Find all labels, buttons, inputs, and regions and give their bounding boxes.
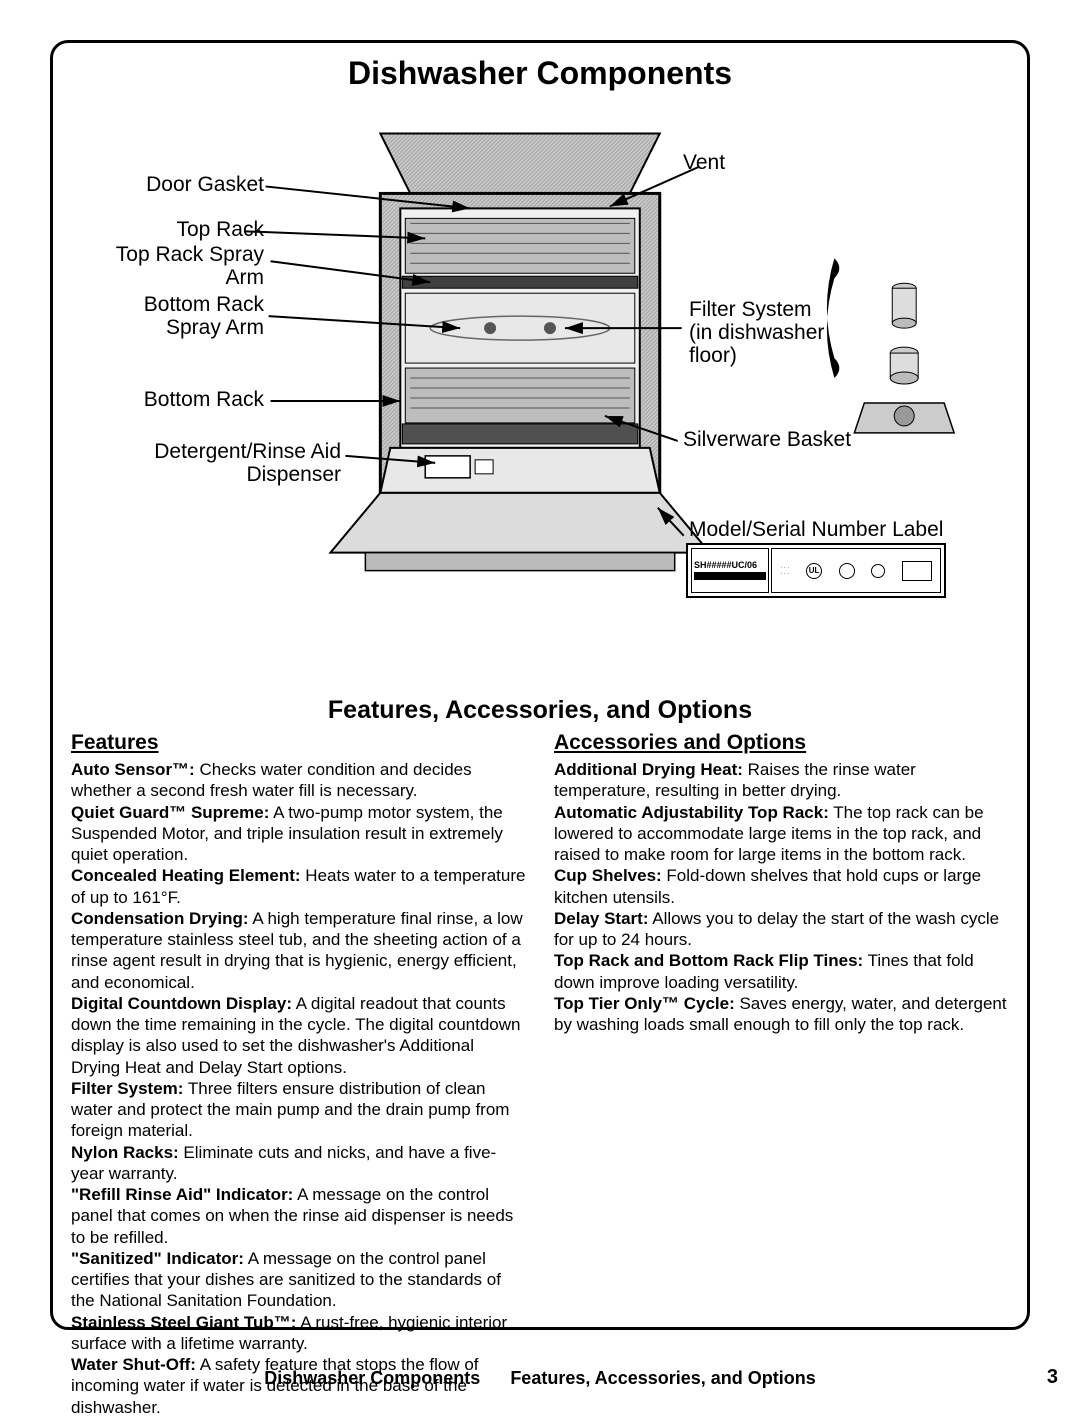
features-list: Auto Sensor™: Checks water condition and… <box>71 759 526 1418</box>
features-column: Features Auto Sensor™: Checks water cond… <box>71 731 526 1418</box>
label-filter-system: Filter System (in dishwasher floor) <box>689 298 824 367</box>
feature-item: Stainless Steel Giant Tub™: A rust-free,… <box>71 1312 526 1355</box>
label-bottom-rack: Bottom Rack <box>144 388 264 411</box>
feature-item: "Sanitized" Indicator: A message on the … <box>71 1248 526 1312</box>
feature-item: Delay Start: Allows you to delay the sta… <box>554 908 1009 951</box>
label-bottom-rack-spray-arm: Bottom Rack Spray Arm <box>144 293 264 339</box>
main-title: Dishwasher Components <box>71 55 1009 92</box>
feature-item: Digital Countdown Display: A digital rea… <box>71 993 526 1078</box>
accessories-column: Accessories and Options Additional Dryin… <box>554 731 1009 1418</box>
feature-item: Automatic Adjustability Top Rack: The to… <box>554 802 1009 866</box>
label-door-gasket: Door Gasket <box>146 173 264 196</box>
accessories-heading: Accessories and Options <box>554 731 1009 755</box>
content-columns: Features Auto Sensor™: Checks water cond… <box>71 731 1009 1418</box>
page-number: 3 <box>1047 1366 1058 1389</box>
label-model-serial: Model/Serial Number Label <box>689 518 943 541</box>
footer-right: Features, Accessories, and Options <box>510 1368 815 1388</box>
feature-item: Condensation Drying: A high temperature … <box>71 908 526 993</box>
subtitle: Features, Accessories, and Options <box>71 696 1009 725</box>
page-footer: Dishwasher Components Features, Accessor… <box>0 1368 1080 1389</box>
label-dispenser: Detergent/Rinse Aid Dispenser <box>154 440 341 486</box>
accessories-list: Additional Drying Heat: Raises the rinse… <box>554 759 1009 1035</box>
feature-item: Nylon Racks: Eliminate cuts and nicks, a… <box>71 1142 526 1185</box>
model-number: SH#####UC/06 <box>694 561 766 570</box>
feature-item: Additional Drying Heat: Raises the rinse… <box>554 759 1009 802</box>
feature-item: Quiet Guard™ Supreme: A two-pump motor s… <box>71 802 526 866</box>
page-frame: Dishwasher Components <box>50 40 1030 1330</box>
label-top-rack: Top Rack <box>176 218 264 241</box>
footer-left: Dishwasher Components <box>264 1368 480 1388</box>
feature-item: Auto Sensor™: Checks water condition and… <box>71 759 526 802</box>
feature-item: Cup Shelves: Fold-down shelves that hold… <box>554 865 1009 908</box>
label-silverware-basket: Silverware Basket <box>683 428 851 451</box>
components-diagram: Door Gasket Top Rack Top Rack Spray Arm … <box>71 98 1009 688</box>
model-label-box: SH#####UC/06 · · ·· · · UL <box>686 543 946 598</box>
label-top-rack-spray-arm: Top Rack Spray Arm <box>116 243 264 289</box>
features-heading: Features <box>71 731 526 755</box>
feature-item: Concealed Heating Element: Heats water t… <box>71 865 526 908</box>
feature-item: Top Rack and Bottom Rack Flip Tines: Tin… <box>554 950 1009 993</box>
feature-item: Filter System: Three filters ensure dist… <box>71 1078 526 1142</box>
feature-item: "Refill Rinse Aid" Indicator: A message … <box>71 1184 526 1248</box>
label-vent: Vent <box>683 151 725 174</box>
feature-item: Top Tier Only™ Cycle: Saves energy, wate… <box>554 993 1009 1036</box>
